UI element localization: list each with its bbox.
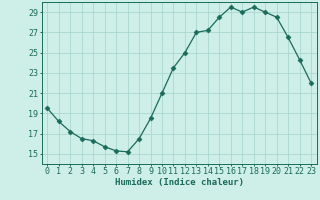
X-axis label: Humidex (Indice chaleur): Humidex (Indice chaleur)	[115, 178, 244, 187]
